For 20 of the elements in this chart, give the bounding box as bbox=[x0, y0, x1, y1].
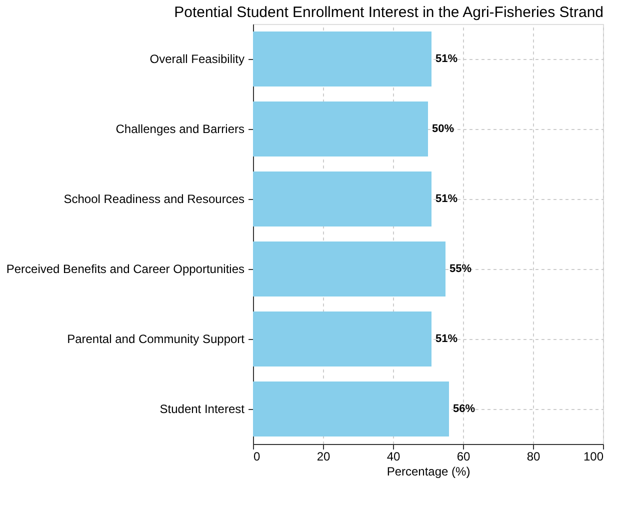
y-tick-label: Student Interest bbox=[160, 402, 246, 416]
x-tick-label: 60 bbox=[456, 450, 470, 464]
y-tick-label: Challenges and Barriers bbox=[116, 122, 244, 136]
data-label: 51% bbox=[436, 53, 458, 65]
x-tick-label: 20 bbox=[316, 450, 330, 464]
y-tick-label: School Readiness and Resources bbox=[64, 192, 244, 206]
x-tick-label: 100 bbox=[583, 450, 604, 464]
chart-title: Potential Student Enrollment Interest in the Agri-Fisheries Strand bbox=[174, 4, 604, 21]
x-tick-label: 0 bbox=[254, 450, 260, 464]
data-label: 50% bbox=[432, 123, 454, 135]
x-tick-label: 40 bbox=[386, 450, 400, 464]
x-tick-label: 80 bbox=[526, 450, 540, 464]
data-label: 55% bbox=[450, 263, 472, 275]
data-label: 51% bbox=[436, 333, 458, 345]
data-label: 51% bbox=[436, 193, 458, 205]
y-tick-label: Parental and Community Support bbox=[67, 332, 246, 346]
y-tick-label: Overall Feasibility bbox=[150, 52, 244, 66]
y-tick-label: Perceived Benefits and Career Opportunities bbox=[6, 262, 244, 276]
x-axis-title: Percentage (%) bbox=[386, 464, 470, 478]
data-label: 56% bbox=[453, 403, 476, 415]
